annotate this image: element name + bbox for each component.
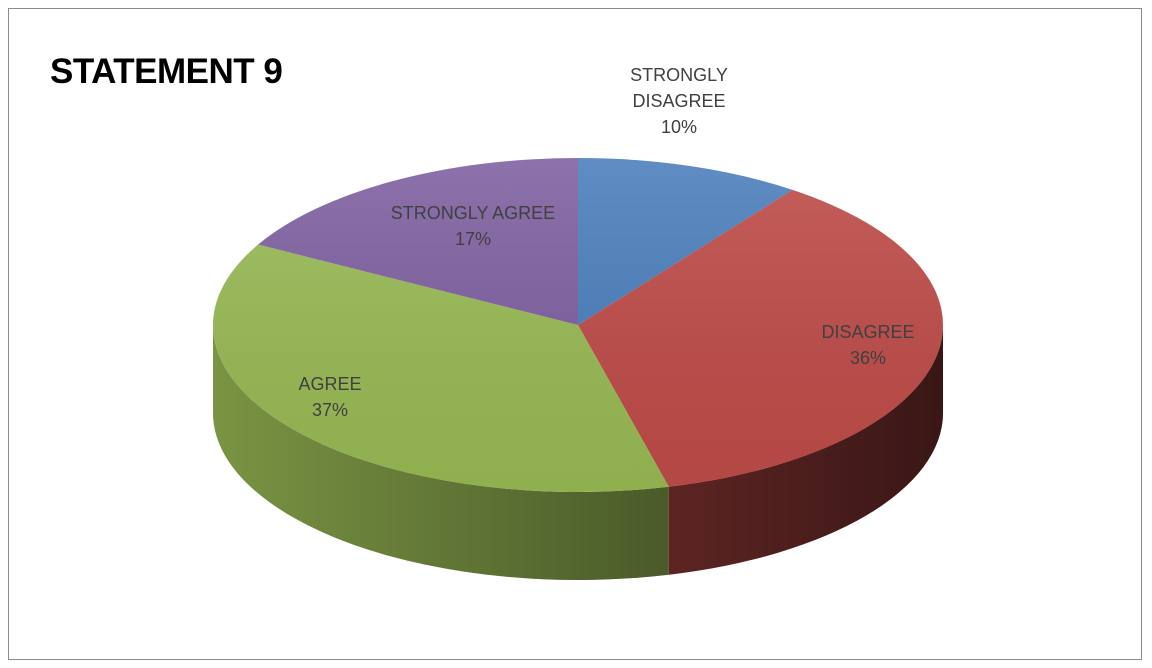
slice-side-shade <box>213 325 669 580</box>
label-value: 10% <box>660 117 698 137</box>
slice-gloss <box>258 158 578 325</box>
label-name: STRONGLY DISAGREE <box>630 65 728 111</box>
slice-gloss <box>578 158 793 325</box>
data-label: DISAGREE 36% <box>768 319 968 371</box>
data-label: STRONGLY DISAGREE 10% <box>579 62 779 140</box>
label-name: DISAGREE <box>821 322 915 342</box>
slice-side-shade <box>668 325 943 575</box>
label-value: 37% <box>311 400 349 420</box>
label-name: AGREE <box>298 374 362 394</box>
label-name: STRONGLY AGREE <box>390 203 556 223</box>
slice-gloss <box>578 189 943 487</box>
data-label: AGREE 37% <box>230 371 430 423</box>
label-value: 36% <box>849 348 887 368</box>
chart-frame <box>8 8 1142 660</box>
chart-title: STATEMENT 9 <box>50 52 283 91</box>
label-value: 17% <box>454 229 492 249</box>
data-label: STRONGLY AGREE 17% <box>363 200 583 252</box>
slice-gloss <box>213 244 669 492</box>
